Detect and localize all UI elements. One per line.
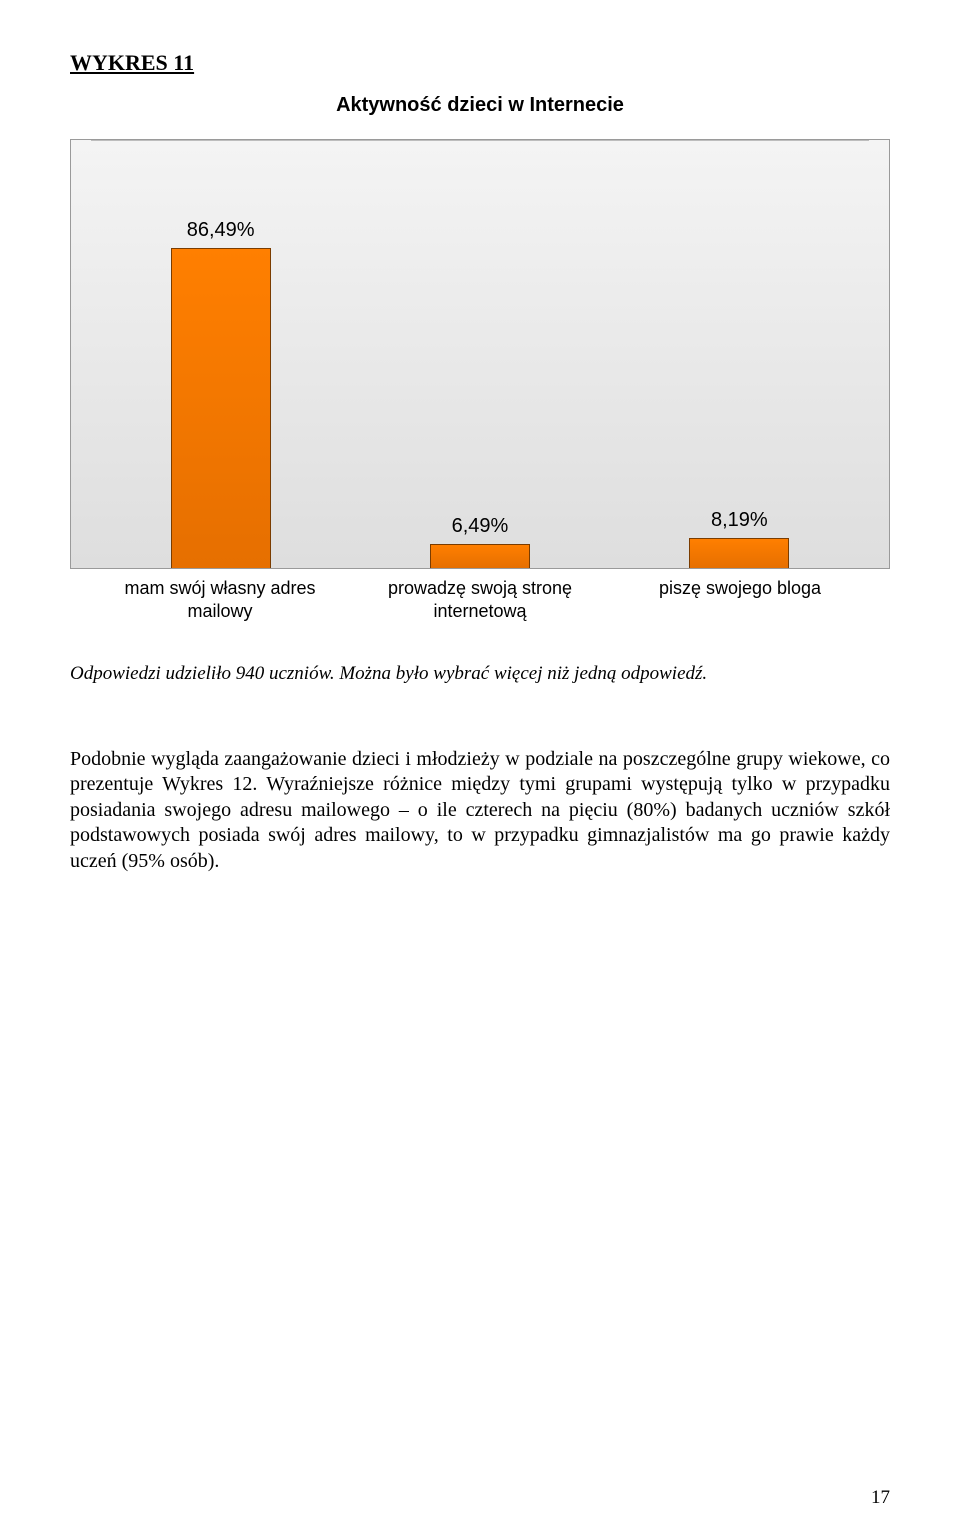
figure-heading: WYKRES 11 xyxy=(70,50,890,76)
plot-area: 86,49% 6,49% 8,19% xyxy=(70,139,890,569)
bar-slot: 6,49% xyxy=(350,141,609,568)
x-axis-label: prowadzę swoją stronę internetową xyxy=(350,577,610,622)
body-paragraph: Podobnie wygląda zaangażowanie dzieci i … xyxy=(70,747,890,875)
chart-title: Aktywność dzieci w Internecie xyxy=(70,94,890,117)
figure-caption: Odpowiedzi udzieliło 940 uczniów. Można … xyxy=(70,662,890,687)
bar-value-label: 86,49% xyxy=(187,219,255,242)
x-axis: mam swój własny adres mailowyprowadzę sw… xyxy=(70,569,890,622)
bar-value-label: 8,19% xyxy=(711,509,768,532)
bars-row: 86,49% 6,49% 8,19% xyxy=(91,140,869,568)
x-axis-label: mam swój własny adres mailowy xyxy=(90,577,350,622)
bar-slot: 86,49% xyxy=(91,141,350,568)
bar-value-label: 6,49% xyxy=(452,515,509,538)
bar xyxy=(430,544,530,568)
bar-slot: 8,19% xyxy=(610,141,869,568)
page-number: 17 xyxy=(871,1487,890,1509)
bar-chart: 86,49% 6,49% 8,19% mam swój własny adres m… xyxy=(70,139,890,622)
x-axis-label: piszę swojego bloga xyxy=(610,577,870,622)
bar xyxy=(689,538,789,568)
bar xyxy=(171,248,271,568)
